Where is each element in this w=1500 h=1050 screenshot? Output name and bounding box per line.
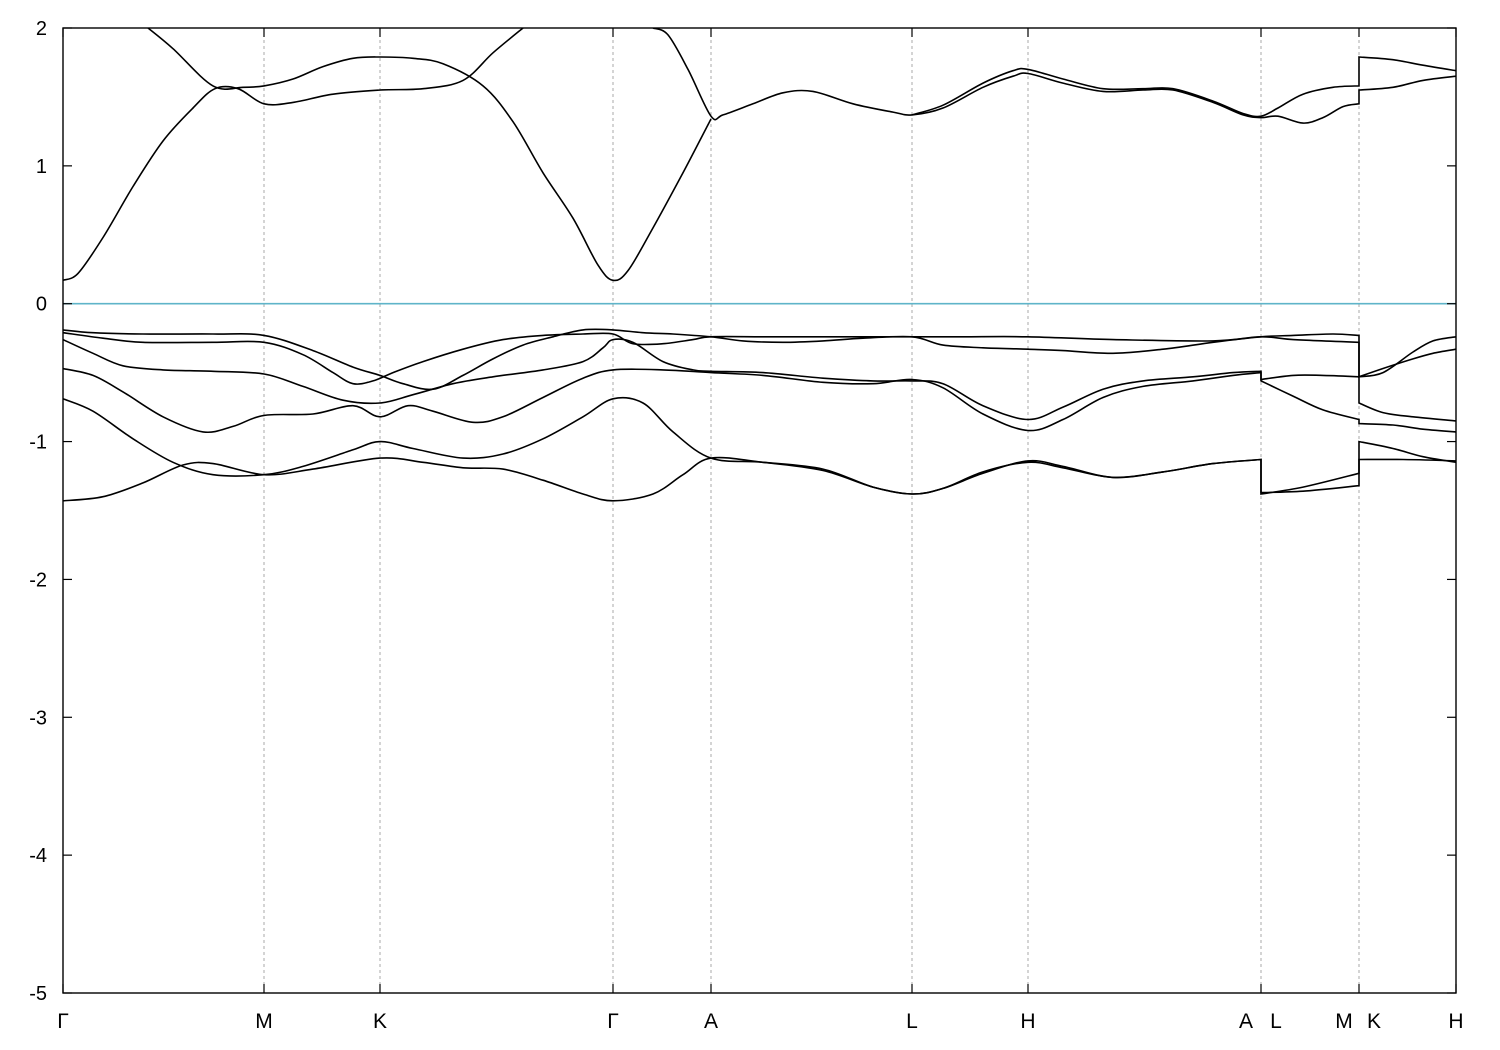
band-line-4: [911, 56, 1456, 118]
band-lines: [63, 28, 1456, 502]
kpoint-label: Γ: [57, 1010, 69, 1033]
kpoint-label: M: [255, 1010, 273, 1033]
band-line-10: [63, 456, 1456, 502]
kpoint-label: H: [1448, 1010, 1463, 1033]
plot-frame: [62, 27, 1457, 994]
kpoint-label: L: [1270, 1010, 1282, 1033]
y-tick-label: 2: [36, 18, 47, 40]
band-line-6: [63, 331, 1456, 385]
kpoint-label: K: [1367, 1010, 1381, 1033]
kpoint-label: Γ: [607, 1010, 619, 1033]
band-line-2: [147, 28, 712, 282]
y-tick-label: 0: [36, 294, 47, 316]
band-line-3: [652, 28, 1456, 124]
y-tick-label: 1: [36, 156, 47, 178]
kpoint-label: L: [906, 1010, 918, 1033]
y-tick-label: -2: [29, 569, 47, 591]
kpoint-grid-lines: [62, 28, 1457, 993]
y-tick-label: -5: [29, 983, 47, 1005]
kpoint-label: M: [1335, 1010, 1353, 1033]
band-line-7: [63, 338, 1456, 433]
kpoint-label: H: [1020, 1010, 1035, 1033]
kpoint-label: K: [373, 1010, 387, 1033]
y-tick-label: -1: [29, 432, 47, 454]
band-line-1: [63, 28, 524, 282]
kpoint-label: A: [704, 1010, 718, 1033]
y-tick-label: -3: [29, 707, 47, 729]
y-tick-label: -4: [29, 845, 47, 867]
band-line-5: [63, 328, 1456, 391]
band-line-8: [63, 367, 1456, 434]
band-line-9: [63, 396, 1456, 495]
kpoint-label: A: [1239, 1010, 1253, 1033]
y-axis-ticks: -5 -4 -3 -2 -1 0 1 2: [29, 18, 1456, 1005]
